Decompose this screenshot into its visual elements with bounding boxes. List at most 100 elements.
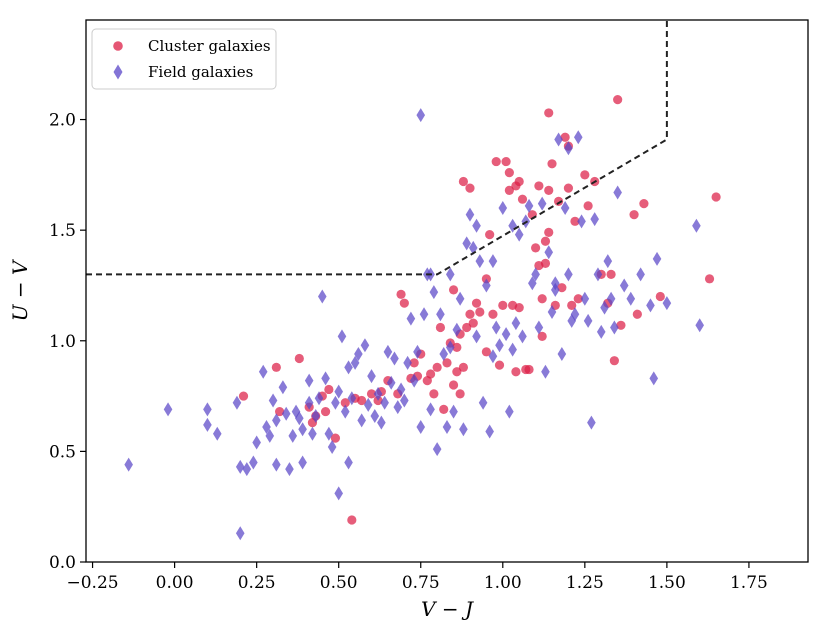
legend-box (91, 28, 277, 90)
field-galaxy-point (531, 267, 540, 282)
cluster-galaxy-point (475, 307, 485, 317)
field-galaxy-point (649, 371, 659, 386)
field-galaxy-point (432, 442, 442, 457)
field-galaxy-point (340, 404, 350, 419)
cluster-galaxy-point (567, 300, 577, 310)
field-galaxy-point (498, 201, 508, 216)
field-galaxy-point (235, 526, 245, 541)
axis-ticks: −0.25 0.00 0.25 0.50 0.75 1.00 1.25 1.50 1.75 0.0… (49, 111, 768, 593)
field-galaxy-point (564, 267, 573, 282)
field-galaxy-point (583, 313, 593, 328)
field-galaxy-point (367, 369, 376, 384)
legend-marker-cluster (113, 41, 123, 51)
cluster-galaxy-point (452, 367, 462, 377)
field-galaxy-point (249, 455, 258, 470)
x-tick-label: 0.50 (320, 573, 358, 593)
field-galaxies-series (124, 108, 704, 541)
x-tick-label: 1.00 (484, 573, 522, 593)
field-galaxy-point (288, 428, 298, 443)
field-galaxy-point (541, 364, 550, 379)
field-galaxy-point (409, 373, 419, 388)
field-galaxy-point (514, 227, 524, 242)
cluster-galaxy-point (560, 132, 570, 142)
field-galaxy-point (393, 400, 403, 415)
x-tick-label: 1.25 (566, 573, 604, 593)
field-galaxy-point (331, 395, 340, 410)
field-galaxy-point (518, 329, 527, 344)
field-galaxy-point (587, 415, 596, 430)
cluster-galaxy-point (504, 185, 514, 195)
field-galaxy-point (396, 382, 406, 397)
cluster-galaxy-point (488, 309, 498, 319)
field-galaxy-point (212, 426, 222, 441)
x-tick-label: 0.00 (156, 573, 194, 593)
cluster-galaxy-point (639, 199, 649, 209)
field-galaxy-point (652, 251, 662, 266)
field-galaxy-point (383, 344, 393, 359)
cluster-galaxy-point (511, 367, 521, 377)
field-galaxy-point (344, 360, 353, 375)
x-axis-label: V − J (421, 597, 474, 621)
cluster-galaxy-point (629, 210, 639, 220)
field-galaxy-point (354, 347, 363, 362)
field-galaxy-point (485, 424, 494, 439)
field-galaxy-point (370, 408, 380, 423)
field-galaxy-point (413, 344, 422, 359)
cluster-galaxy-point (409, 358, 419, 368)
cluster-galaxy-point (504, 168, 514, 178)
cluster-galaxy-point (425, 369, 436, 379)
field-galaxy-point (610, 320, 619, 335)
field-galaxy-point (593, 267, 603, 282)
field-galaxy-point (268, 393, 278, 408)
cluster-galaxy-point (557, 283, 567, 293)
field-galaxy-point (380, 395, 389, 410)
cluster-galaxy-point (468, 318, 478, 328)
cluster-galaxy-point (711, 192, 721, 202)
cluster-galaxy-point (452, 342, 462, 353)
field-galaxy-point (258, 364, 268, 379)
cluster-galaxy-point (531, 243, 541, 253)
x-tick-label: 0.25 (238, 573, 276, 593)
field-galaxy-point (537, 196, 547, 211)
field-galaxy-point (692, 218, 701, 233)
cluster-galaxy-point (613, 95, 623, 105)
cluster-galaxy-point (491, 156, 501, 167)
field-galaxy-point (554, 132, 563, 147)
cluster-galaxy-point (442, 358, 452, 368)
field-galaxy-point (426, 402, 435, 417)
field-galaxy-point (347, 391, 357, 406)
cluster-galaxy-point (435, 322, 446, 333)
field-galaxy-point (600, 300, 609, 315)
cluster-galaxy-point (347, 515, 357, 525)
field-galaxy-point (285, 462, 294, 477)
field-galaxy-point (295, 411, 304, 426)
field-galaxy-point (317, 289, 327, 304)
field-galaxy-point (304, 395, 314, 410)
data-points (124, 95, 721, 541)
field-galaxy-point (449, 404, 458, 419)
field-galaxy-point (324, 426, 334, 441)
cluster-galaxy-point (517, 194, 528, 204)
field-galaxy-point (314, 391, 324, 406)
field-galaxy-point (439, 347, 449, 362)
field-galaxy-point (400, 393, 409, 408)
cluster-galaxy-point (399, 298, 409, 308)
field-galaxy-point (124, 457, 133, 472)
field-galaxy-point (386, 375, 396, 390)
field-galaxy-point (390, 351, 399, 366)
field-galaxy-point (475, 254, 485, 269)
plot-frame (85, 19, 809, 563)
field-galaxy-point (265, 428, 275, 443)
cluster-galaxy-point (544, 185, 554, 195)
cluster-galaxy-point (632, 309, 642, 319)
cluster-galaxy-point (606, 269, 616, 280)
field-galaxy-point (508, 342, 517, 357)
field-galaxy-point (547, 305, 557, 320)
field-galaxy-point (557, 347, 567, 362)
y-tick-label: 1.5 (49, 221, 76, 241)
field-galaxy-point (304, 373, 314, 388)
cluster-galaxy-point (448, 380, 459, 390)
cluster-galaxy-point (563, 183, 574, 193)
field-galaxy-point (462, 236, 471, 251)
